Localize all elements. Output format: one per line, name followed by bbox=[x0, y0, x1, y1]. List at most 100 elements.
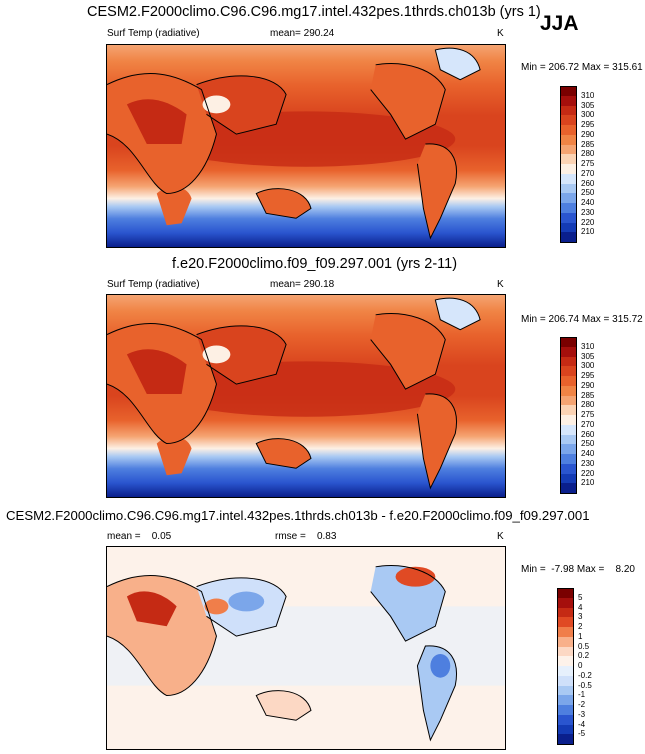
colorbar-swatch bbox=[560, 183, 577, 194]
colorbar-tick-label: 310 bbox=[581, 90, 595, 100]
colorbar-swatch bbox=[557, 666, 574, 677]
colorbar-tick-label: 0.5 bbox=[578, 641, 590, 651]
colorbar-swatch bbox=[560, 346, 577, 357]
panel-3-rmse-label: rmse = 0.83 bbox=[275, 531, 337, 542]
panel-2-map bbox=[106, 294, 506, 498]
colorbar-swatch bbox=[560, 134, 577, 145]
colorbar-swatch bbox=[557, 675, 574, 686]
panel-3-title: CESM2.F2000climo.C96.C96.mg17.intel.432p… bbox=[6, 508, 590, 523]
colorbar-tick-label: 230 bbox=[581, 458, 595, 468]
colorbar-swatch bbox=[557, 636, 574, 647]
colorbar-tick-label: 3 bbox=[578, 612, 583, 622]
panel-3-minmax-label: Min = -7.98 Max = 8.20 bbox=[521, 564, 635, 575]
colorbar-swatch bbox=[560, 144, 577, 155]
colorbar-tick-label: -1 bbox=[578, 690, 586, 700]
colorbar-tick-label: 270 bbox=[581, 419, 595, 429]
panel-2-title: f.e20.F2000climo.f09_f09.297.001 (yrs 2-… bbox=[172, 256, 458, 272]
colorbar-swatch bbox=[560, 376, 577, 387]
colorbar-tick-label: -0.5 bbox=[578, 680, 592, 690]
colorbar-swatch bbox=[560, 212, 577, 223]
colorbar-swatch bbox=[560, 444, 577, 455]
colorbar-tick-label: 240 bbox=[581, 198, 595, 207]
panel-2-unit-label: K bbox=[497, 279, 504, 290]
colorbar-swatch bbox=[560, 105, 577, 116]
colorbar-tick-label: 210 bbox=[581, 227, 595, 237]
colorbar-swatch bbox=[560, 232, 577, 243]
colorbar-tick-label: -3 bbox=[578, 709, 586, 719]
colorbar-tick-label: 305 bbox=[581, 351, 595, 361]
colorbar-swatch bbox=[557, 724, 574, 735]
colorbar-tick-label: 250 bbox=[581, 188, 595, 198]
colorbar-tick-label: -0.2 bbox=[578, 670, 592, 680]
colorbar-swatch bbox=[560, 86, 577, 97]
colorbar-swatch bbox=[560, 164, 577, 175]
colorbar-swatch bbox=[560, 395, 577, 406]
panel-1-mean-label: mean= 290.24 bbox=[270, 28, 335, 39]
panel-3-unit-label: K bbox=[497, 531, 504, 542]
colorbar-swatch bbox=[560, 463, 577, 474]
colorbar-tick-label: 220 bbox=[581, 217, 595, 227]
colorbar-swatch bbox=[560, 125, 577, 136]
colorbar-swatch bbox=[557, 685, 574, 696]
colorbar-swatch bbox=[560, 473, 577, 484]
panel-2-minmax-label: Min = 206.74 Max = 315.72 bbox=[521, 314, 643, 325]
colorbar-tick-label: 0.2 bbox=[578, 651, 590, 661]
colorbar-tick-label: 275 bbox=[581, 159, 595, 168]
colorbar-tick-label: 2 bbox=[578, 622, 583, 631]
colorbar-tick-label: -4 bbox=[578, 719, 586, 729]
panel-1-title: CESM2.F2000climo.C96.C96.mg17.intel.432p… bbox=[87, 4, 541, 20]
colorbar-swatch bbox=[560, 356, 577, 367]
colorbar-swatch bbox=[557, 617, 574, 628]
colorbar-swatch bbox=[560, 337, 577, 348]
colorbar-swatch bbox=[560, 95, 577, 106]
colorbar-tick-label: 4 bbox=[578, 602, 583, 612]
colorbar-tick-label: 290 bbox=[581, 380, 595, 390]
colorbar-tick-label: 285 bbox=[581, 139, 595, 149]
colorbar-tick-label: 290 bbox=[581, 129, 595, 139]
colorbar-tick-label: 210 bbox=[581, 478, 595, 488]
season-label: JJA bbox=[540, 12, 579, 35]
colorbar-tick-label: 0 bbox=[578, 661, 583, 670]
panel-1-colorbar: 310 305 300 295 290 285 280 275 270 260 250 240 230 2… bbox=[560, 86, 620, 243]
colorbar-swatch bbox=[560, 405, 577, 416]
colorbar-swatch bbox=[560, 222, 577, 233]
colorbar-swatch bbox=[560, 424, 577, 435]
colorbar-swatch bbox=[557, 588, 574, 599]
colorbar-swatch bbox=[560, 366, 577, 377]
colorbar-tick-label: 230 bbox=[581, 207, 595, 217]
colorbar-swatch bbox=[557, 607, 574, 618]
colorbar-swatch bbox=[557, 695, 574, 706]
colorbar-tick-label: 300 bbox=[581, 361, 595, 371]
panel-1-variable-label: Surf Temp (radiative) bbox=[107, 28, 200, 39]
panel-3-colorbar: 5 4 3 2 1 0.5 0.2 0 -0.2 -0.5 -1 -2 -3 -4 -5 bbox=[557, 588, 617, 745]
colorbar-swatch bbox=[557, 627, 574, 638]
colorbar-tick-label: 260 bbox=[581, 178, 595, 188]
panel-2-variable-label: Surf Temp (radiative) bbox=[107, 279, 200, 290]
colorbar-swatch bbox=[560, 203, 577, 214]
panel-3-map bbox=[106, 546, 506, 750]
colorbar-tick-label: -2 bbox=[578, 700, 586, 709]
colorbar-tick-label: 240 bbox=[581, 449, 595, 458]
colorbar-tick-label: -5 bbox=[578, 729, 586, 739]
colorbar-tick-label: 220 bbox=[581, 468, 595, 478]
colorbar-tick-label: 1 bbox=[578, 631, 583, 641]
colorbar-swatch bbox=[560, 434, 577, 445]
panel-1-map bbox=[106, 44, 506, 248]
panel-2-colorbar: 310 305 300 295 290 285 280 275 270 260 250 240 230 2… bbox=[560, 337, 620, 494]
colorbar-swatch bbox=[560, 193, 577, 204]
colorbar-swatch bbox=[560, 115, 577, 126]
colorbar-tick-label: 300 bbox=[581, 110, 595, 120]
colorbar-swatch bbox=[560, 483, 577, 494]
colorbar-swatch bbox=[560, 154, 577, 165]
colorbar-tick-label: 270 bbox=[581, 168, 595, 178]
panel-2-mean-label: mean= 290.18 bbox=[270, 279, 335, 290]
colorbar-tick-label: 5 bbox=[578, 592, 583, 602]
colorbar-tick-label: 295 bbox=[581, 120, 595, 129]
colorbar-tick-label: 310 bbox=[581, 341, 595, 351]
colorbar-tick-label: 260 bbox=[581, 429, 595, 439]
panel-3-mean-label: mean = 0.05 bbox=[107, 531, 172, 542]
colorbar-swatch bbox=[560, 415, 577, 426]
colorbar-tick-label: 250 bbox=[581, 439, 595, 449]
colorbar-swatch bbox=[560, 385, 577, 396]
colorbar-tick-label: 285 bbox=[581, 390, 595, 400]
